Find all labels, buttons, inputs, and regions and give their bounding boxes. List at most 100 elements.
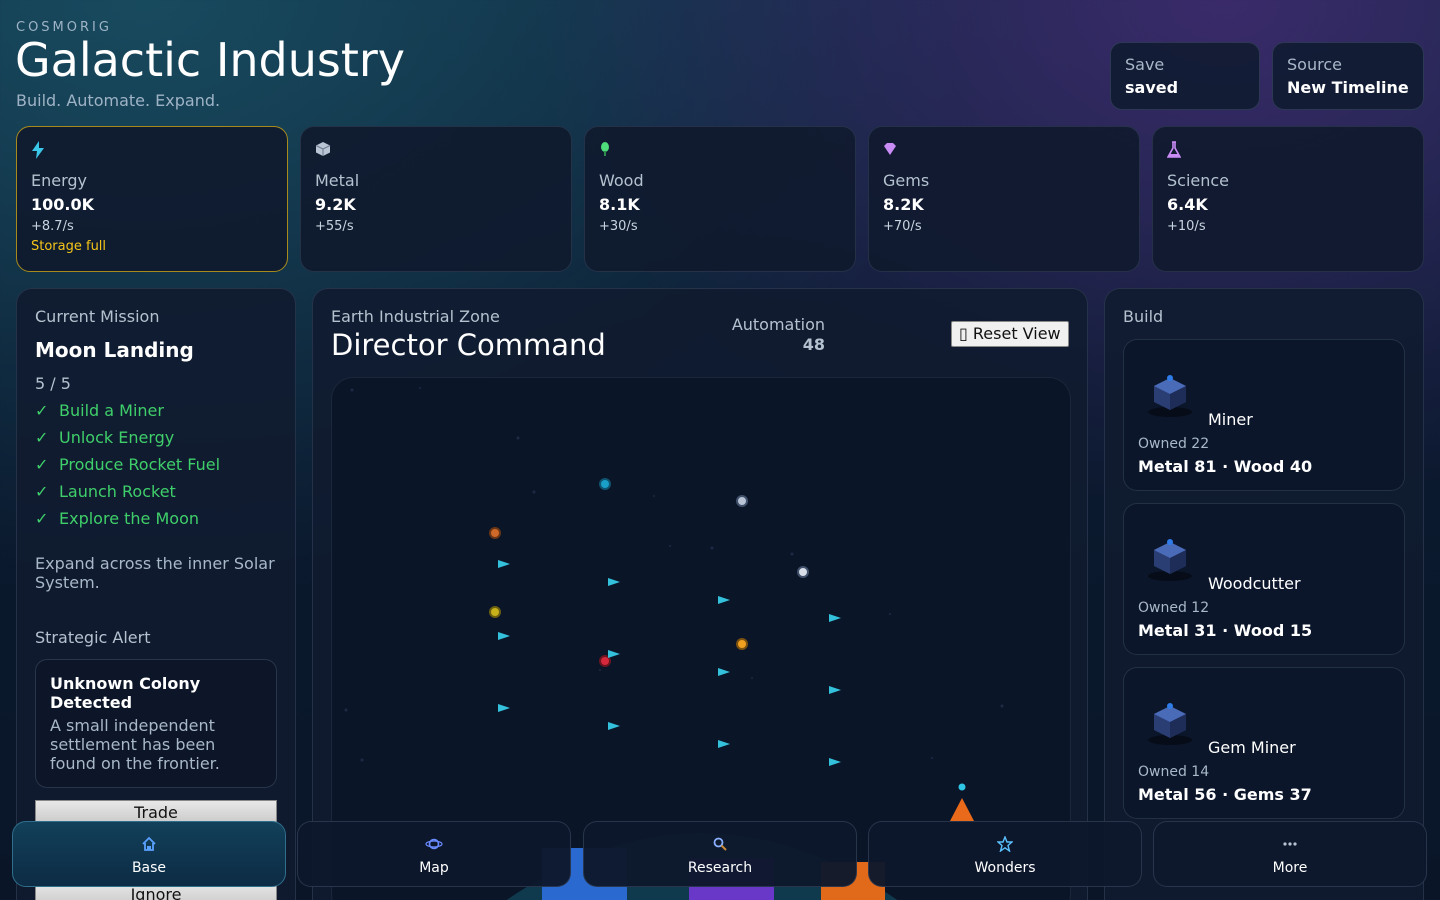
build-item-name: Woodcutter	[1208, 574, 1301, 593]
build-item-gem-miner[interactable]: Gem Miner Owned 14 Metal 56 · Gems 37	[1123, 667, 1405, 819]
reset-view-button[interactable]: ▯ Reset View	[951, 321, 1069, 347]
miner-cube-icon	[1148, 375, 1192, 417]
build-label: Build	[1123, 307, 1164, 326]
flask-icon	[1166, 141, 1409, 165]
drone-marker	[498, 704, 510, 712]
resource-rate: +30/s	[599, 219, 638, 234]
drone-marker	[608, 722, 620, 730]
gem-icon	[883, 141, 1125, 165]
magnifier-icon	[584, 836, 856, 854]
alert-card: Unknown Colony Detected A small independ…	[35, 659, 277, 788]
build-item-cost: Metal 56 · Gems 37	[1138, 785, 1312, 804]
check-icon: ✓	[35, 428, 49, 447]
task-label: Build a Miner	[59, 401, 164, 420]
nav-research[interactable]: Research	[583, 821, 857, 887]
task-label: Produce Rocket Fuel	[59, 455, 221, 474]
build-item-miner[interactable]: Miner Owned 22 Metal 81 · Wood 40	[1123, 339, 1405, 491]
alert-body: A small independent settlement has been …	[50, 716, 220, 773]
automation-stat: Automation 48	[731, 315, 825, 354]
task-item: ✓ Explore the Moon	[35, 509, 277, 528]
check-icon: ✓	[35, 509, 49, 528]
source-value: New Timeline	[1287, 78, 1409, 97]
resource-rate: +8.7/s	[31, 219, 74, 234]
nav-label: More	[1272, 860, 1308, 876]
nav-label: Map	[419, 860, 449, 876]
resource-rate: +10/s	[1167, 219, 1206, 234]
automation-label: Automation	[731, 315, 825, 334]
resource-amount: 8.2K	[883, 195, 924, 214]
resource-card-metal: Metal 9.2K +55/s	[300, 126, 572, 272]
task-label: Launch Rocket	[59, 482, 176, 501]
build-item-owned: Owned 14	[1138, 764, 1210, 780]
save-label: Save	[1125, 55, 1165, 74]
map-node	[489, 527, 501, 539]
tree-icon	[599, 141, 841, 165]
resource-card-energy: Energy 100.0K +8.7/s Storage full	[16, 126, 288, 272]
resource-amount: 100.0K	[31, 195, 95, 214]
drone-marker	[718, 668, 730, 676]
nav-map[interactable]: Map	[297, 821, 571, 887]
zone-name: Earth Industrial Zone	[331, 307, 500, 326]
task-item: ✓ Launch Rocket	[35, 482, 277, 501]
build-item-name: Gem Miner	[1208, 738, 1296, 757]
drone-marker	[608, 650, 620, 658]
build-item-cost: Metal 81 · Wood 40	[1138, 457, 1313, 476]
drone-marker	[829, 686, 841, 694]
resource-name: Gems	[883, 171, 930, 190]
build-item-cost: Metal 31 · Wood 15	[1138, 621, 1313, 640]
zone-panel: Earth Industrial Zone Director Command A…	[312, 288, 1088, 900]
save-status-card: Save saved	[1110, 42, 1260, 110]
rocket-icon	[950, 783, 974, 821]
drone-marker	[718, 596, 730, 604]
resource-name: Wood	[599, 171, 644, 190]
check-icon: ✓	[35, 482, 49, 501]
resource-card-wood: Wood 8.1K +30/s	[584, 126, 856, 272]
resource-amount: 9.2K	[315, 195, 356, 214]
build-item-woodcutter[interactable]: Woodcutter Owned 12 Metal 31 · Wood 15	[1123, 503, 1405, 655]
task-item: ✓ Produce Rocket Fuel	[35, 455, 277, 474]
source-card: Source New Timeline	[1272, 42, 1424, 110]
nav-label: Base	[131, 860, 167, 876]
map-node	[489, 606, 501, 618]
planet-icon	[298, 836, 570, 854]
build-item-owned: Owned 22	[1138, 436, 1210, 452]
resource-name: Energy	[31, 171, 88, 190]
alert-label: Strategic Alert	[35, 628, 151, 647]
resource-amount: 6.4K	[1167, 195, 1208, 214]
nav-label: Wonders	[974, 860, 1036, 876]
nav-more[interactable]: More	[1153, 821, 1427, 887]
drone-marker	[608, 578, 620, 586]
drone-marker	[829, 614, 841, 622]
check-icon: ✓	[35, 455, 49, 474]
resource-card-science: Science 6.4K +10/s	[1152, 126, 1424, 272]
drone-marker	[829, 758, 841, 766]
woodcutter-cube-icon	[1148, 539, 1192, 581]
resource-name: Metal	[315, 171, 360, 190]
map-node	[736, 495, 748, 507]
map-node	[599, 655, 611, 667]
build-item-name: Miner	[1208, 410, 1253, 429]
brand-label: COSMORIG	[16, 20, 112, 35]
map-drones	[498, 560, 841, 766]
alert-title: Unknown Colony Detected	[50, 674, 201, 712]
build-item-owned: Owned 12	[1138, 600, 1210, 616]
lightning-icon	[31, 141, 273, 165]
mission-name: Moon Landing	[35, 338, 194, 362]
map-node	[599, 478, 611, 490]
drone-marker	[718, 740, 730, 748]
task-label: Explore the Moon	[59, 509, 199, 528]
resource-rate: +70/s	[883, 219, 922, 234]
task-label: Unlock Energy	[59, 428, 175, 447]
task-item: ✓ Build a Miner	[35, 401, 277, 420]
nav-base[interactable]: Base	[12, 821, 286, 887]
drone-marker	[498, 632, 510, 640]
star-icon	[869, 835, 1141, 854]
nav-wonders[interactable]: Wonders	[868, 821, 1142, 887]
mission-panel: Current Mission Moon Landing 5 / 5 ✓ Buil…	[16, 288, 296, 900]
nav-label: Research	[687, 860, 753, 876]
source-label: Source	[1287, 55, 1342, 74]
zone-command: Director Command	[331, 328, 606, 362]
metal-cube-icon	[315, 141, 557, 165]
game-subtitle: Build. Automate. Expand.	[16, 91, 221, 110]
home-icon	[13, 836, 285, 854]
